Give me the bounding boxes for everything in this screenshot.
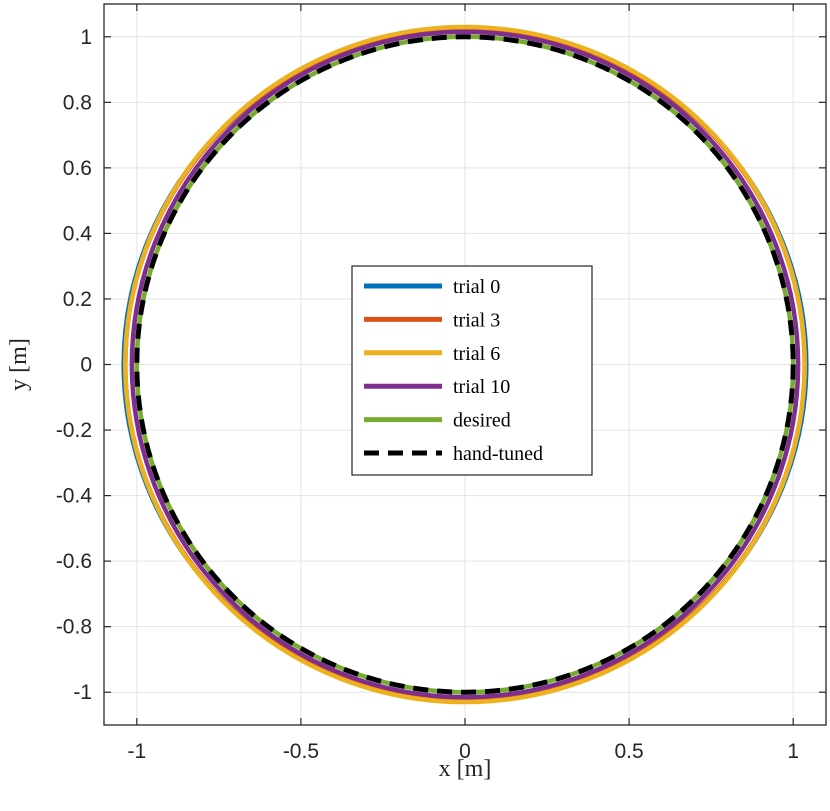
legend-label: trial 6 bbox=[453, 343, 500, 365]
y-tick-label: 0 bbox=[80, 354, 92, 377]
series-line-trial-6 bbox=[123, 24, 807, 705]
legend-label: trial 10 bbox=[453, 376, 510, 398]
y-axis-label: y [m] bbox=[6, 338, 32, 391]
y-tick-label: -0.8 bbox=[56, 616, 92, 639]
y-tick-label: -0.2 bbox=[56, 419, 92, 442]
series-line-trial-10 bbox=[129, 29, 801, 700]
x-tick-label: -1 bbox=[127, 740, 146, 763]
x-tick-label: -0.5 bbox=[283, 740, 319, 763]
x-axis-label: x [m] bbox=[439, 756, 492, 782]
x-tick-label: 0.5 bbox=[614, 740, 643, 763]
y-tick-label: -0.6 bbox=[56, 550, 92, 573]
y-tick-label: 0.8 bbox=[63, 91, 92, 114]
y-tick-label: 0.4 bbox=[63, 222, 93, 245]
x-tick-label: 1 bbox=[787, 740, 799, 763]
legend-box bbox=[351, 265, 593, 476]
legend-label: trial 0 bbox=[453, 276, 500, 298]
legend: trial 0 trial 3 trial 6 trial 10 desired hand… bbox=[351, 265, 593, 476]
legend-label: hand-tuned bbox=[453, 443, 543, 465]
y-tick-label: 1 bbox=[80, 26, 92, 49]
x-tick-label: 0 bbox=[459, 740, 471, 763]
legend-label: trial 3 bbox=[453, 309, 500, 331]
axis-ticks: -1 -0.5 0 0.5 1 -1 -0.8 -0.6 -0.4 -0.2 0 0.2 0.4 0.6 0… bbox=[56, 4, 826, 763]
legend-label: desired bbox=[453, 410, 511, 432]
y-tick-label: 0.6 bbox=[63, 157, 92, 180]
series-line-hand-tuned bbox=[134, 34, 796, 695]
y-tick-label: -1 bbox=[73, 681, 92, 704]
series-lines bbox=[121, 24, 809, 705]
y-tick-label: 0.2 bbox=[63, 288, 92, 311]
y-tick-label: -0.4 bbox=[56, 485, 93, 508]
